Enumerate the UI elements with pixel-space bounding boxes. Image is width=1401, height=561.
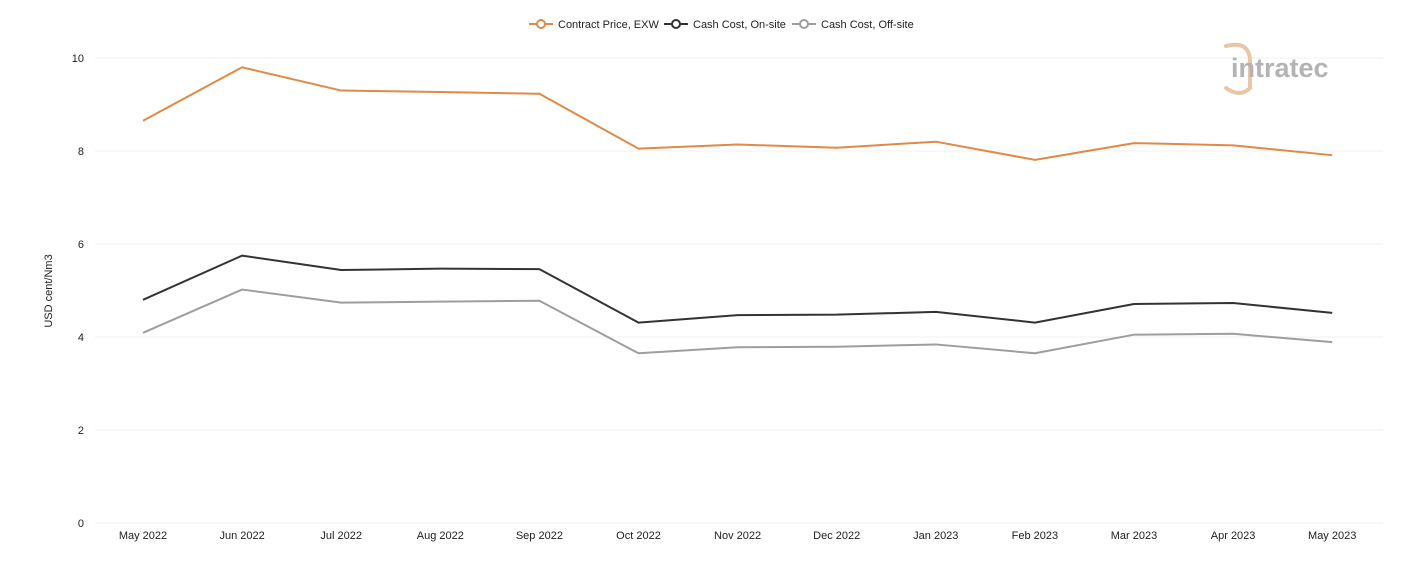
x-tick-label: Jun 2022 xyxy=(219,530,264,542)
y-axis-ticks: 0 2 4 6 8 10 xyxy=(72,53,84,530)
y-tick-label: 6 xyxy=(78,239,84,251)
x-tick-label: Feb 2023 xyxy=(1012,530,1058,542)
series-lines xyxy=(142,66,1333,355)
logo-text: intratec xyxy=(1231,53,1329,83)
intratec-logo: intratec xyxy=(1224,42,1329,95)
y-tick-label: 10 xyxy=(72,53,84,65)
legend-label: Cash Cost, Off-site xyxy=(821,19,914,31)
legend-item-2[interactable]: Cash Cost, Off-site xyxy=(792,19,914,31)
y-tick-label: 8 xyxy=(78,146,84,158)
legend-label: Contract Price, EXW xyxy=(558,19,659,31)
x-tick-label: Jul 2022 xyxy=(320,530,362,542)
legend-item-1[interactable]: Cash Cost, On-site xyxy=(664,19,786,31)
grid-lines xyxy=(95,57,1383,524)
y-axis-label: USD cent/Nm3 xyxy=(43,254,55,327)
x-tick-label: Mar 2023 xyxy=(1111,530,1157,542)
legend-circle-marker xyxy=(799,19,809,29)
series-line-2[interactable] xyxy=(142,288,1333,355)
x-tick-label: May 2023 xyxy=(1308,530,1356,542)
y-tick-label: 4 xyxy=(78,332,84,344)
x-tick-label: Dec 2022 xyxy=(813,530,860,542)
x-tick-label: Oct 2022 xyxy=(616,530,661,542)
legend-label: Cash Cost, On-site xyxy=(693,19,786,31)
x-tick-label: Aug 2022 xyxy=(417,530,464,542)
legend-circle-marker xyxy=(671,19,681,29)
x-tick-label: Jan 2023 xyxy=(913,530,958,542)
legend[interactable]: Contract Price, EXW Cash Cost, On-site Cas… xyxy=(529,19,914,31)
x-axis-ticks: May 2022 Jun 2022 Jul 2022 Aug 2022 Sep 2022… xyxy=(119,530,1357,542)
series-line-0[interactable] xyxy=(142,66,1333,161)
y-tick-label: 2 xyxy=(78,425,84,437)
x-tick-label: Sep 2022 xyxy=(516,530,563,542)
x-tick-label: Nov 2022 xyxy=(714,530,761,542)
legend-item-0[interactable]: Contract Price, EXW xyxy=(529,19,659,31)
x-tick-label: May 2022 xyxy=(119,530,167,542)
x-tick-label: Apr 2023 xyxy=(1211,530,1256,542)
legend-circle-marker xyxy=(536,19,546,29)
logo-mark-icon xyxy=(1224,42,1252,95)
series-line-1[interactable] xyxy=(142,254,1333,324)
y-tick-label: 0 xyxy=(78,518,84,530)
